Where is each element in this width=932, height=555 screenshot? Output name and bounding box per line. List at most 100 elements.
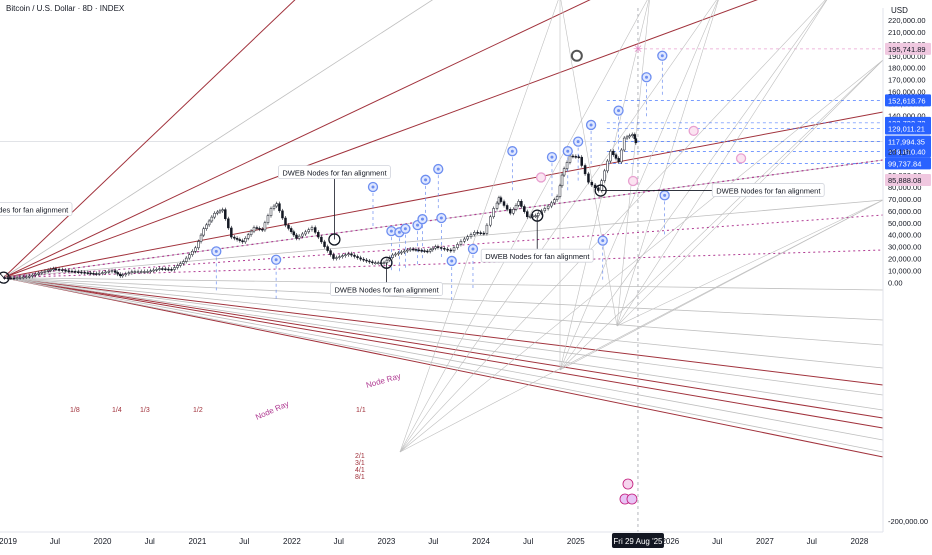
candle-body xyxy=(580,156,583,166)
fan-line-gray xyxy=(616,0,719,327)
node-circle-blue-dot xyxy=(450,259,454,263)
fan-ratio-label: 1/8 xyxy=(70,407,80,414)
candle-body xyxy=(284,217,287,226)
candle-body xyxy=(617,158,620,163)
fan-line-red xyxy=(3,111,884,279)
candle-body xyxy=(326,246,329,251)
fan-line-gray xyxy=(3,277,884,411)
fan-line-gray xyxy=(3,277,884,291)
price-label-text: 117,994.35 xyxy=(888,138,925,147)
candle-body xyxy=(597,187,600,191)
fan-ratio-label: 1/4 xyxy=(112,407,122,414)
candle-body xyxy=(620,149,623,163)
crosshair-date-box xyxy=(611,533,664,548)
candle-body xyxy=(374,262,377,264)
candle-body xyxy=(133,271,137,273)
y-tick-label: 20,000.00 xyxy=(888,255,921,264)
y-tick-label: 220,000.00 xyxy=(888,16,926,25)
candle-body xyxy=(83,272,86,274)
candle-body xyxy=(258,228,261,230)
x-tick-label: Jul xyxy=(50,537,60,546)
candle-body xyxy=(216,211,219,214)
price-label-box xyxy=(885,135,931,148)
candle-body xyxy=(469,234,473,238)
candle-body xyxy=(89,272,92,275)
candle-body xyxy=(297,235,301,239)
node-circle-blue-dot xyxy=(566,149,570,153)
candle-body xyxy=(261,228,264,231)
candle-body xyxy=(534,215,537,217)
price-label-box xyxy=(885,145,931,158)
candle-body xyxy=(492,208,495,218)
node-circle-blue-dot xyxy=(601,239,605,243)
candle-body xyxy=(408,248,412,251)
fan-line-gray xyxy=(560,0,618,327)
candle-body xyxy=(568,155,572,163)
node-ray-dotted xyxy=(3,214,884,279)
candle-body xyxy=(241,240,244,243)
candle-body xyxy=(54,268,58,270)
node-circle-blue-dot xyxy=(424,178,428,182)
x-tick-label: 2023 xyxy=(378,537,396,546)
candle-body xyxy=(452,247,456,252)
candle-body xyxy=(191,250,194,255)
candle-body xyxy=(176,265,179,268)
candle-body xyxy=(439,247,443,249)
candle-body xyxy=(350,253,353,256)
price-label-box xyxy=(885,173,931,186)
candle-body xyxy=(446,248,449,251)
candle-body xyxy=(574,156,578,158)
candle-body xyxy=(543,208,547,212)
y-tick-label: 80,000.00 xyxy=(888,183,921,192)
candle-body xyxy=(224,209,227,220)
candle-body xyxy=(633,134,637,139)
candle-body xyxy=(70,270,74,273)
currency-label: USD xyxy=(891,6,908,15)
fan-ratio-label: 8/1 xyxy=(355,474,365,481)
candle-body xyxy=(64,269,67,272)
annotation-box xyxy=(330,282,443,296)
candle-body xyxy=(562,168,566,176)
candle-body xyxy=(606,160,609,172)
fan-line-gray xyxy=(3,277,884,321)
x-tick-label: 2026 xyxy=(661,537,679,546)
candle-body xyxy=(356,256,359,259)
node-circle-pink xyxy=(735,153,747,164)
candle-body xyxy=(365,259,368,262)
candle-body xyxy=(304,231,307,235)
x-tick-label: Jul xyxy=(712,537,722,546)
fan-line-gray xyxy=(399,0,559,453)
candle-body xyxy=(550,202,553,207)
candle-body xyxy=(164,268,167,271)
candle-body xyxy=(411,248,415,251)
x-tick-label: Jul xyxy=(523,537,533,546)
candle-body xyxy=(139,271,143,273)
event-bolt-icon xyxy=(622,478,634,490)
annotation-box xyxy=(0,202,73,217)
fan-line-gray xyxy=(3,277,884,396)
candle-body xyxy=(525,211,529,218)
x-tick-label: Jul xyxy=(807,537,817,546)
candle-body xyxy=(269,208,273,216)
x-tick-label: Jul xyxy=(239,537,249,546)
node-circle-blue-dot xyxy=(589,123,593,127)
candle-body xyxy=(385,259,389,263)
candle-body xyxy=(508,209,512,214)
price-label-text: 85,888.08 xyxy=(888,176,921,185)
candle-body xyxy=(244,238,247,243)
node-circle-blue-dot xyxy=(416,223,420,227)
candle-body xyxy=(307,229,311,233)
node-circle-blue-dot xyxy=(420,217,424,221)
candle-body xyxy=(400,251,403,254)
candle-body xyxy=(57,268,61,271)
candle-body xyxy=(323,241,326,247)
candle-body xyxy=(238,239,242,241)
candle-body xyxy=(161,268,164,270)
candle-body xyxy=(397,252,400,255)
candle-body xyxy=(310,227,314,230)
candle-body xyxy=(113,270,117,273)
candle-body xyxy=(227,218,230,229)
candle-body xyxy=(170,269,173,271)
